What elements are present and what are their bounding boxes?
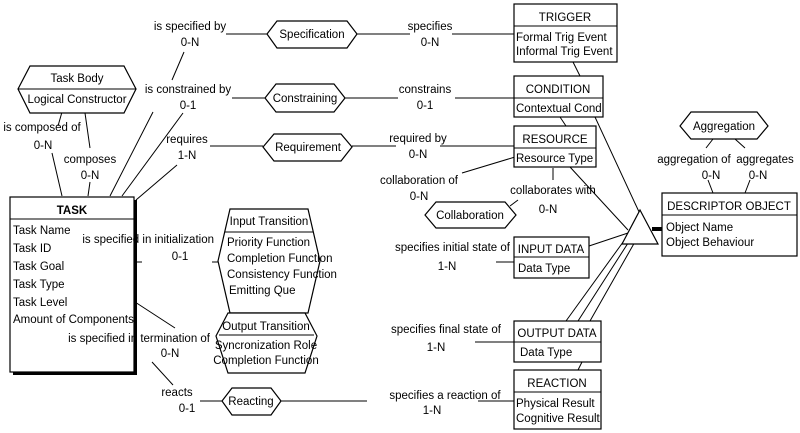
role-cardinality: 0-N (409, 149, 428, 161)
entity-attribute: Data Type (518, 263, 570, 275)
entity-title: TASK (57, 205, 88, 217)
role-labels: is specified by 0-N specifies 0-N is con… (3, 21, 794, 417)
role-label: required by (389, 133, 447, 145)
entity-trigger[interactable]: TRIGGER Formal Trig Event Informal Trig … (513, 3, 618, 63)
relationship-label: Constraining (273, 93, 338, 105)
entity-attribute: Resource Type (516, 153, 593, 165)
relationship-specification[interactable]: Specification (266, 20, 358, 49)
entity-title: REACTION (527, 378, 586, 390)
relationship-input-transition[interactable]: Input Transition Priority Function Compl… (217, 208, 337, 314)
entity-condition[interactable]: CONDITION Contextual Cond (513, 75, 604, 118)
entity-attribute: Object Name (666, 222, 733, 234)
connector-lines (51, 33, 751, 402)
entity-reaction[interactable]: REACTION Physical Result Cognitive Resul… (513, 369, 602, 430)
role-cardinality: 0-N (181, 37, 200, 49)
role-label: specifies initial state of (395, 242, 511, 254)
entity-attribute: Contextual Cond (516, 103, 602, 115)
relationship-constraining[interactable]: Constraining (264, 83, 346, 113)
entity-resource[interactable]: RESOURCE Resource Type (513, 125, 597, 168)
role-label: aggregates (736, 154, 794, 166)
entity-attribute: Task Type (13, 279, 65, 291)
entity-attribute: Task Name (13, 225, 71, 237)
relationship-collaboration[interactable]: Collaboration (424, 201, 517, 229)
role-cardinality: 0-1 (180, 100, 197, 112)
entity-task[interactable]: TASK Task Name Task ID Task Goal Task Ty… (9, 196, 137, 375)
entity-attribute: Data Type (520, 347, 572, 359)
relationship-output-transition[interactable]: Output Transition Syncronization Role Co… (213, 312, 319, 374)
role-cardinality: 0-N (539, 204, 558, 216)
relationship-label: Input Transition (230, 216, 309, 228)
relationship-label: Reacting (228, 396, 273, 408)
role-label: specifies a reaction of (389, 390, 501, 402)
role-cardinality: 1-N (423, 405, 442, 417)
relationship-attribute: Syncronization Role (215, 340, 317, 352)
role-label: is specified in termination of (68, 333, 211, 345)
relationship-label: Task Body (50, 73, 103, 85)
role-cardinality: 0-N (81, 170, 100, 182)
role-label: is specified by (154, 21, 226, 33)
role-cardinality: 0-N (161, 348, 180, 360)
role-cardinality: 0-N (421, 37, 440, 49)
entity-attribute: Object Behaviour (666, 237, 754, 249)
role-cardinality: 1-N (178, 150, 197, 162)
entity-attribute: Task ID (13, 243, 51, 255)
relationship-label: Output Transition (222, 321, 310, 333)
role-cardinality: 1-N (438, 261, 457, 273)
entity-title: CONDITION (526, 84, 591, 96)
role-label: specifies (408, 21, 453, 33)
inheritance-triangle-icon (621, 208, 659, 245)
relationship-requirement[interactable]: Requirement (262, 133, 353, 162)
entity-descriptor-object[interactable]: DESCRIPTOR OBJECT Object Name Object Beh… (661, 192, 798, 257)
relationship-attribute: Priority Function (227, 237, 310, 249)
role-cardinality: 0-N (410, 191, 429, 203)
role-cardinality: 0-N (749, 170, 768, 182)
entity-attribute: Task Level (13, 297, 67, 309)
role-cardinality: 0-1 (172, 251, 189, 263)
role-label: specifies final state of (391, 324, 502, 336)
entity-attribute: Amount of Components (13, 314, 134, 326)
relationship-aggregation[interactable]: Aggregation (679, 111, 769, 140)
relationship-attribute: Consistency Function (227, 269, 337, 281)
entity-attribute: Formal Trig Event (516, 32, 608, 44)
role-label: composes (64, 154, 117, 166)
entity-title: TRIGGER (539, 12, 591, 24)
role-cardinality: 0-1 (417, 100, 434, 112)
relationship-attribute: Completion Function (227, 253, 332, 265)
entity-input-data[interactable]: INPUT DATA Data Type (513, 236, 590, 279)
entity-attribute: Informal Trig Event (516, 46, 613, 58)
role-label: collaboration of (380, 175, 459, 187)
entity-title: OUTPUT DATA (517, 328, 597, 340)
entity-attribute: Cognitive Result (516, 413, 601, 425)
entity-attribute: Physical Result (516, 398, 595, 410)
relationship-attribute: Completion Function (213, 355, 318, 367)
relationship-reacting[interactable]: Reacting (221, 387, 282, 416)
entity-title: RESOURCE (522, 134, 588, 146)
role-label: constrains (399, 84, 452, 96)
relationship-attribute: Emitting Que (229, 285, 295, 297)
relationship-attribute: Logical Constructor (27, 94, 126, 106)
relationship-label: Specification (279, 29, 344, 41)
entity-title: DESCRIPTOR OBJECT (667, 201, 791, 213)
role-label: is specified in initialization (82, 234, 214, 246)
role-label: reacts (161, 387, 193, 399)
role-cardinality: 0-N (702, 170, 721, 182)
relationship-task-body[interactable]: Task Body Logical Constructor (17, 65, 137, 114)
role-label: requires (166, 134, 208, 146)
entity-title: INPUT DATA (518, 244, 585, 256)
role-label: is constrained by (145, 84, 232, 96)
role-label: aggregation of (657, 154, 731, 166)
role-cardinality: 0-N (34, 140, 53, 152)
entity-attribute: Task Goal (13, 261, 64, 273)
entity-output-data[interactable]: OUTPUT DATA Data Type (513, 320, 602, 363)
relationship-label: Collaboration (436, 210, 504, 222)
relationship-label: Aggregation (693, 121, 755, 133)
role-cardinality: 0-1 (179, 403, 196, 415)
relationship-label: Requirement (275, 142, 342, 154)
role-label: is composed of (3, 122, 81, 134)
role-cardinality: 1-N (427, 342, 446, 354)
role-label: collaborates with (510, 185, 596, 197)
